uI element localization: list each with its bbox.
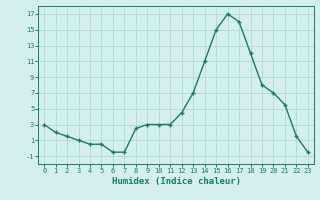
X-axis label: Humidex (Indice chaleur): Humidex (Indice chaleur) [111,177,241,186]
